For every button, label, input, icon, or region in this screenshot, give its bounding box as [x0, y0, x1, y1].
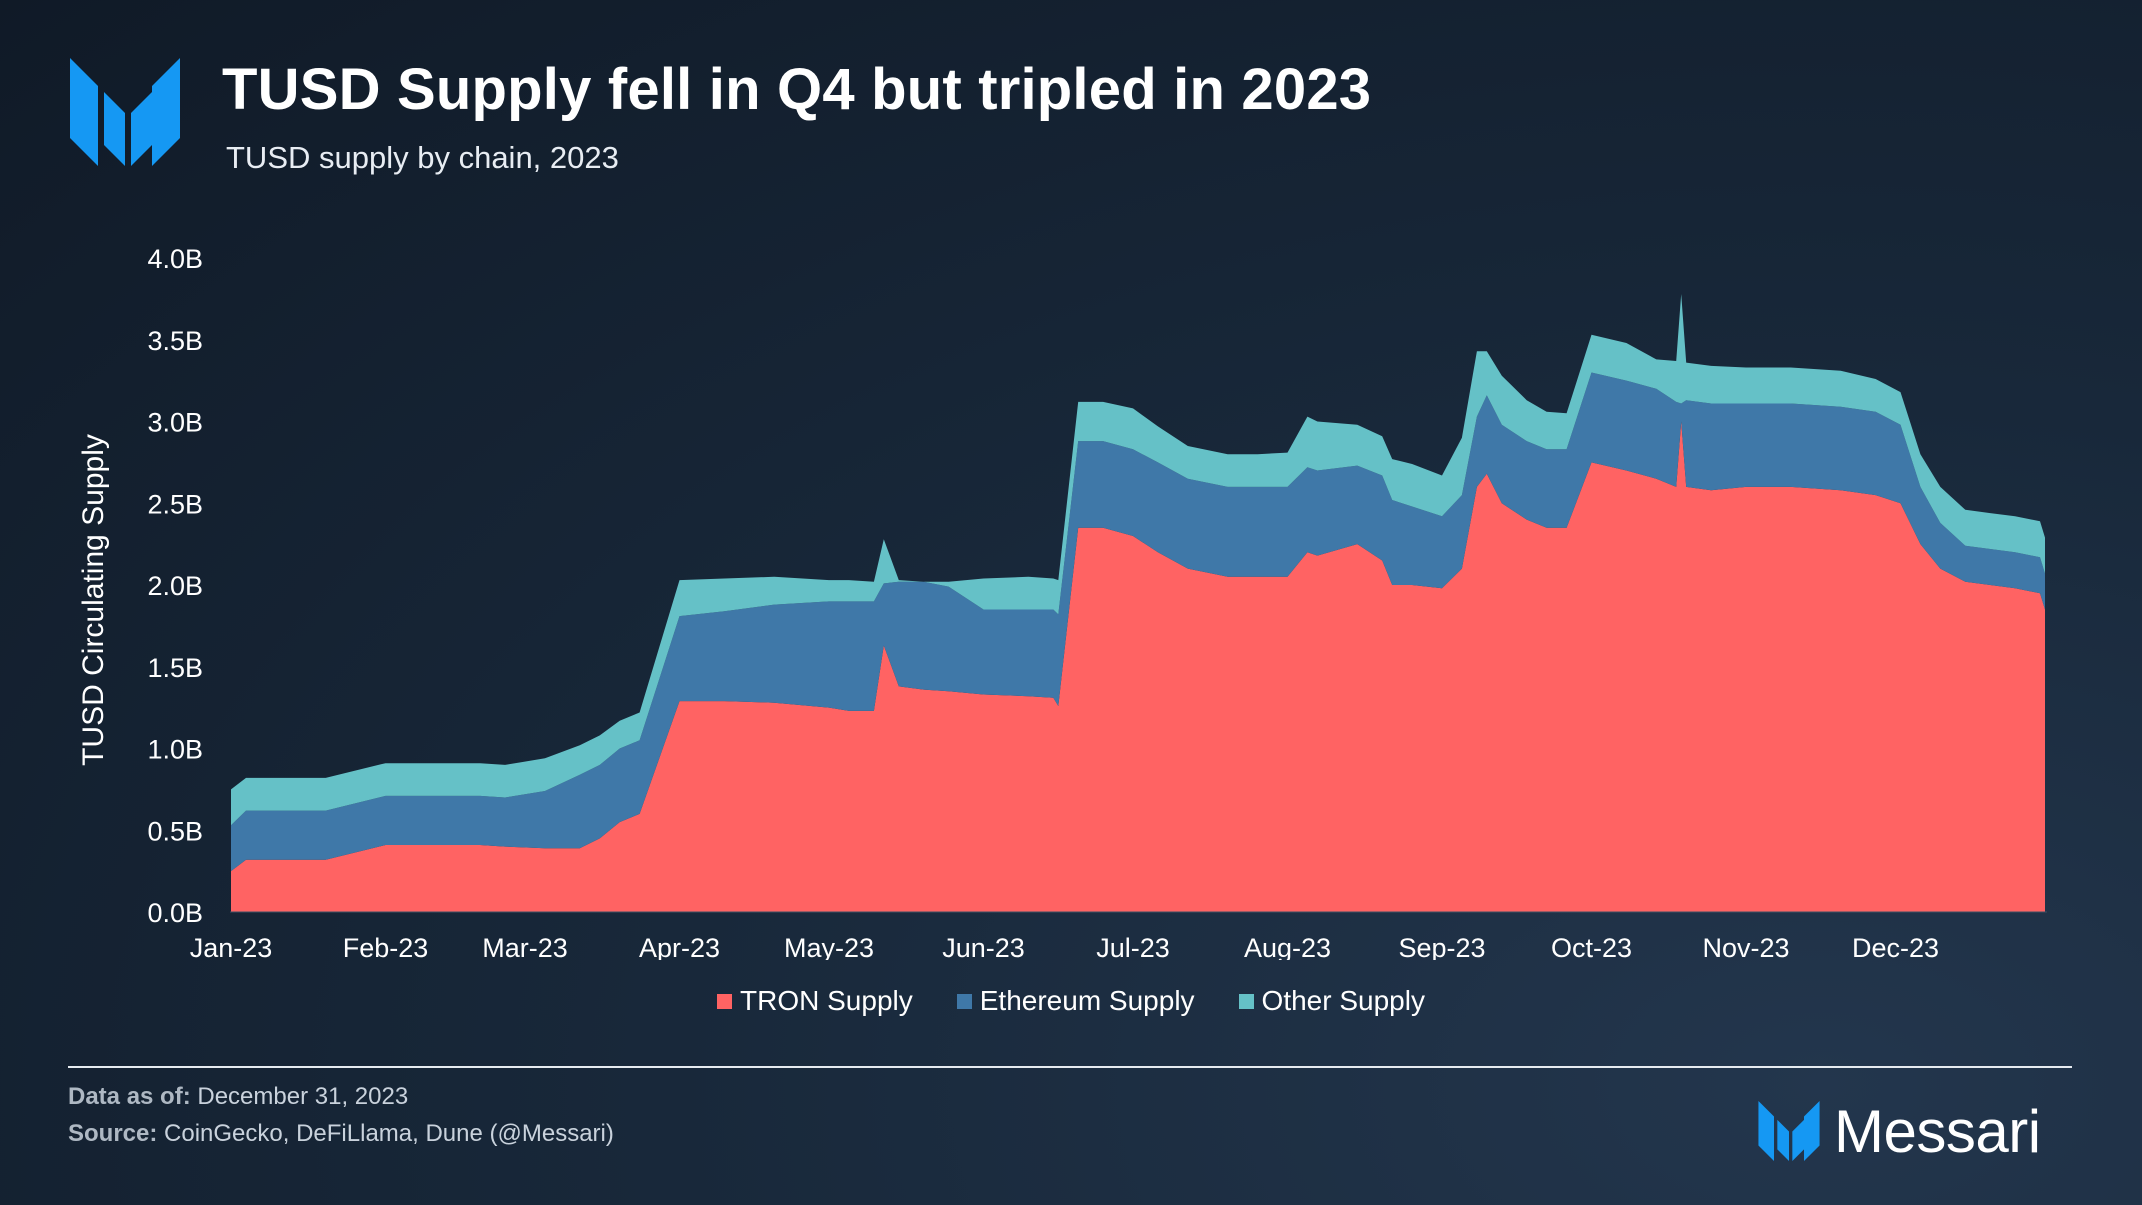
- y-axis-ticks: 0.0B 0.5B 1.0B 1.5B 2.0B 2.5B 3.0B 3.5B 4.0B: [147, 244, 203, 928]
- legend-swatch-ethereum: [956, 993, 972, 1009]
- y-tick-label: 3.5B: [147, 326, 203, 356]
- brand-name: Messari: [1834, 1097, 2041, 1165]
- page-title: TUSD Supply fell in Q4 but tripled in 20…: [222, 57, 1372, 122]
- legend-item-other: Other Supply: [1238, 985, 1425, 1017]
- y-tick-label: 1.0B: [147, 735, 203, 765]
- x-axis-ticks: Jan-23 Feb-23 Mar-23 Apr-23 May-23 Jun-23 Jul-…: [190, 933, 1939, 960]
- source-label: Source:: [68, 1120, 158, 1147]
- ethereum-area: [231, 372, 2045, 872]
- legend-label-other: Other Supply: [1261, 985, 1425, 1016]
- source-value: CoinGecko, DeFiLlama, Dune (@Messari): [164, 1120, 614, 1147]
- data-as-of-note: Data as of: December 31, 2023: [68, 1083, 408, 1111]
- x-tick-label: Mar-23: [482, 933, 568, 960]
- x-tick-label: Oct-23: [1551, 933, 1632, 960]
- tron-area: [231, 421, 2045, 912]
- x-tick-label: Jul-23: [1096, 933, 1170, 960]
- y-tick-label: 1.5B: [147, 653, 203, 683]
- x-tick-label: Jan-23: [190, 933, 273, 960]
- x-tick-label: May-23: [784, 933, 874, 960]
- x-tick-label: Dec-23: [1852, 933, 1939, 960]
- chart-legend: TRON Supply Ethereum Supply Other Supply: [0, 985, 2142, 1017]
- messari-brand: Messari: [1758, 1098, 2041, 1165]
- x-tick-label: Nov-23: [1702, 933, 1789, 960]
- y-tick-label: 0.0B: [147, 898, 203, 928]
- legend-label-ethereum: Ethereum Supply: [979, 985, 1195, 1016]
- data-as-of-value: December 31, 2023: [197, 1083, 409, 1110]
- chart-areas: [231, 294, 2045, 912]
- y-axis-label: TUSD Circulating Supply: [77, 434, 110, 766]
- data-as-of-label: Data as of:: [68, 1083, 191, 1110]
- y-tick-label: 0.5B: [147, 816, 203, 846]
- y-tick-label: 2.5B: [147, 489, 203, 519]
- messari-logo-icon: [70, 58, 180, 166]
- y-tick-label: 2.0B: [147, 571, 203, 601]
- y-tick-label: 4.0B: [147, 244, 203, 274]
- legend-label-tron: TRON Supply: [740, 985, 913, 1016]
- page-subtitle: TUSD supply by chain, 2023: [226, 140, 619, 175]
- y-tick-label: 3.0B: [147, 408, 203, 438]
- legend-item-ethereum: Ethereum Supply: [956, 985, 1195, 1017]
- x-tick-label: Sep-23: [1398, 933, 1485, 960]
- x-tick-label: Jun-23: [942, 933, 1025, 960]
- legend-swatch-other: [1238, 993, 1254, 1009]
- other-area: [231, 294, 2045, 826]
- x-tick-label: Apr-23: [639, 933, 720, 960]
- x-tick-label: Aug-23: [1244, 933, 1331, 960]
- source-note: Source: CoinGecko, DeFiLlama, Dune (@Mes…: [68, 1120, 614, 1148]
- messari-brand-icon: [1758, 1101, 1820, 1161]
- legend-item-tron: TRON Supply: [717, 985, 913, 1017]
- x-tick-label: Feb-23: [343, 933, 429, 960]
- footer-divider: [68, 1066, 2072, 1068]
- legend-swatch-tron: [717, 993, 733, 1009]
- stacked-area-chart: 0.0B 0.5B 1.0B 1.5B 2.0B 2.5B 3.0B 3.5B 4.0B Jan…: [77, 244, 2047, 960]
